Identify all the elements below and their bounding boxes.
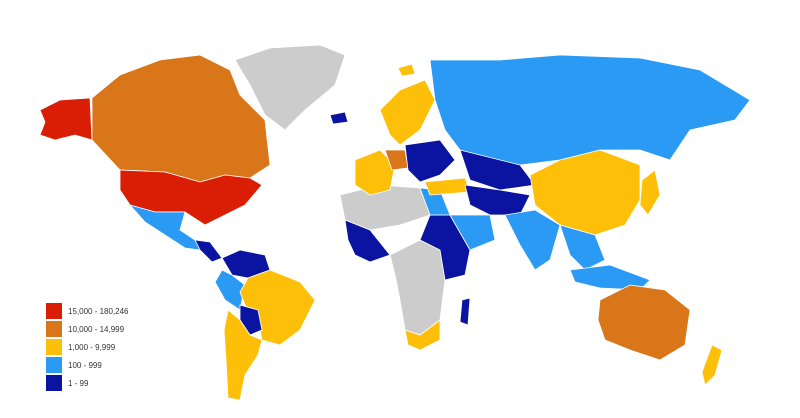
region-russia [429,54,751,166]
region-svalbard [397,63,416,77]
legend-label: 1 - 99 [68,378,89,388]
region-eastern-europe [404,139,456,183]
legend-item: 1,000 - 9,999 [46,338,129,356]
region-middle-east [464,184,531,216]
legend: 15,000 - 180,246 10,000 - 14,999 1,000 -… [46,302,129,392]
legend-item: 100 - 999 [46,356,129,374]
region-bolivia [239,304,263,336]
region-argentina-chile [223,309,263,401]
region-kazakhstan [459,149,536,191]
region-scandinavia [379,79,436,146]
region-turkey [424,177,471,196]
region-south-africa [404,319,441,351]
legend-item: 1 - 99 [46,374,129,392]
region-southeast-asia [559,224,606,271]
region-greenland [234,44,346,131]
region-western-europe [354,149,396,196]
legend-swatch [46,321,62,337]
region-arabia [449,214,496,251]
region-alaska [39,97,93,141]
region-central-america [194,239,223,263]
legend-label: 1,000 - 9,999 [68,342,116,352]
legend-swatch [46,357,62,373]
region-central-africa [389,239,446,336]
legend-swatch [46,303,62,319]
region-iceland [329,111,349,125]
region-china [529,149,641,236]
legend-item: 15,000 - 180,246 [46,302,129,320]
legend-swatch [46,375,62,391]
legend-label: 10,000 - 14,999 [68,324,125,334]
region-india [504,209,561,271]
region-west-africa [344,219,391,263]
legend-label: 100 - 999 [68,360,102,370]
legend-item: 10,000 - 14,999 [46,320,129,338]
region-brazil [239,269,316,346]
region-madagascar [459,297,471,326]
region-new-zealand [701,344,723,386]
legend-swatch [46,339,62,355]
region-australia [597,284,691,361]
region-japan [639,169,661,216]
legend-label: 15,000 - 180,246 [68,306,129,316]
